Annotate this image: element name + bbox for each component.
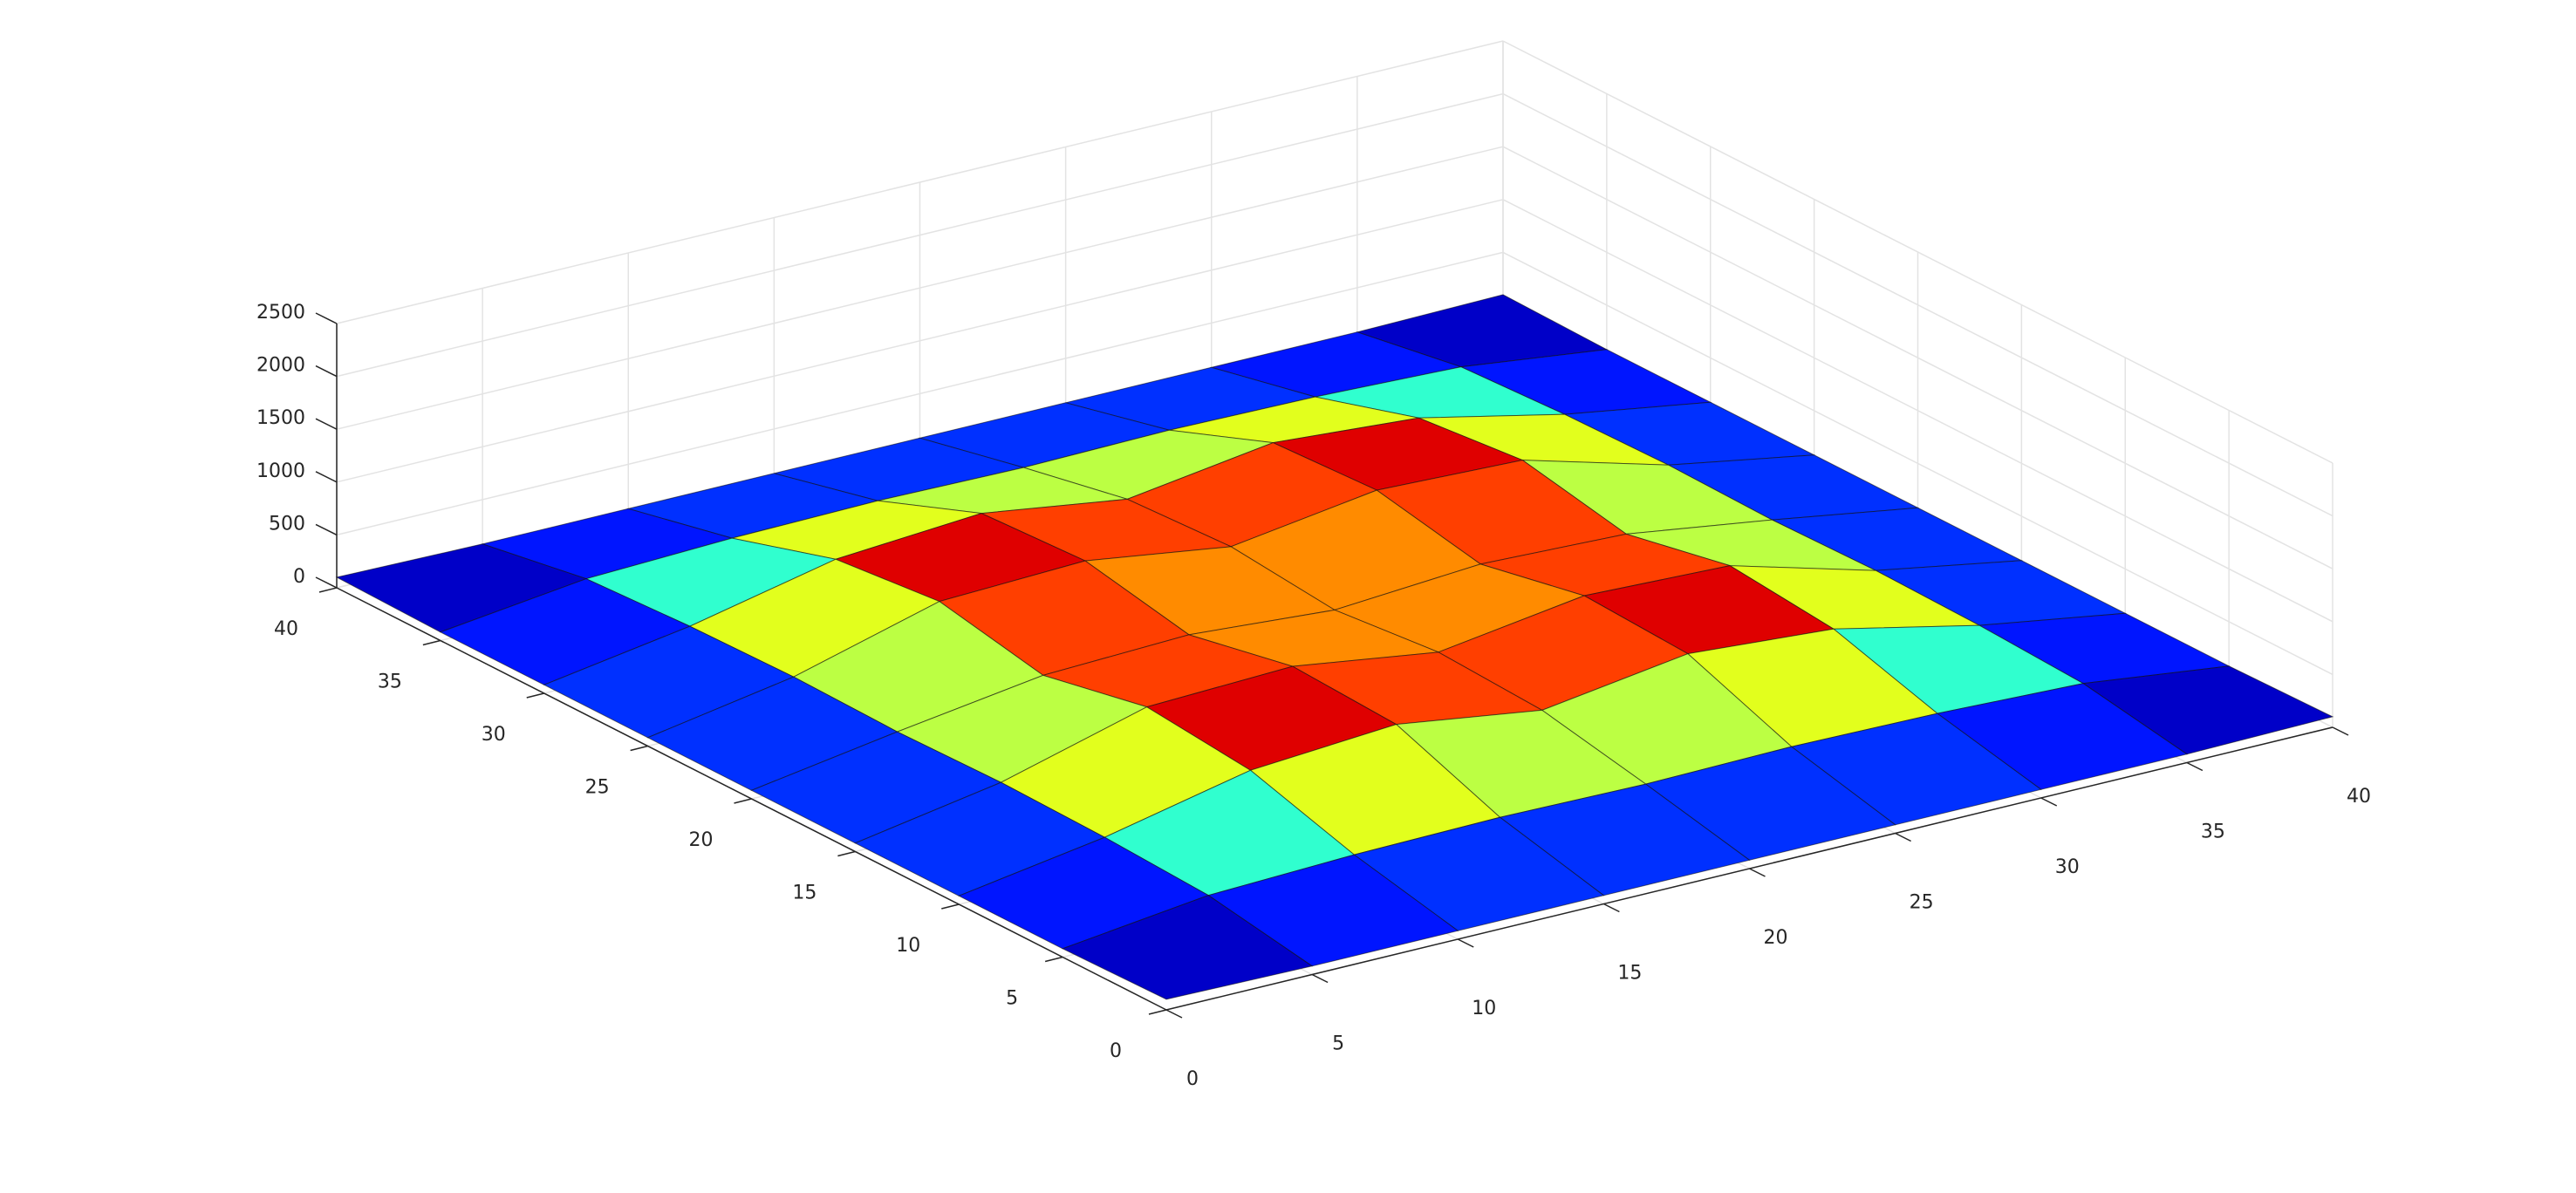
grid-line — [336, 92, 1504, 378]
x-tick-label: 30 — [2055, 856, 2080, 878]
y-tick — [941, 903, 960, 910]
z-tick — [315, 523, 338, 536]
y-tick-label: 15 — [792, 883, 817, 904]
x-tick — [1749, 868, 1766, 877]
y-tick — [526, 692, 544, 699]
grid-line — [1502, 251, 2333, 676]
x-tick — [2040, 797, 2058, 807]
y-tick — [318, 587, 338, 593]
y-tick-label: 35 — [378, 671, 402, 693]
grid-line — [336, 199, 1504, 483]
y-tick-label: 10 — [896, 935, 920, 957]
z-tick — [315, 418, 338, 430]
x-tick-label: 40 — [2347, 786, 2371, 808]
z-tick — [315, 365, 338, 378]
z-tick-label: 2500 — [256, 302, 305, 324]
grid-line — [1502, 40, 2333, 464]
x-tick — [1165, 1009, 1183, 1019]
z-tick-label: 500 — [269, 513, 305, 535]
x-tick — [1895, 832, 1911, 842]
y-tick — [837, 850, 856, 857]
grid-line — [336, 251, 1504, 536]
x-tick — [1311, 973, 1329, 984]
y-tick-label: 5 — [1006, 988, 1018, 1010]
grid-line — [1502, 199, 2333, 623]
z-tick — [315, 576, 338, 589]
x-tick-label: 15 — [1617, 963, 1642, 985]
grid-line — [336, 146, 1504, 430]
y-tick-label: 40 — [274, 618, 298, 640]
z-tick-label: 1000 — [256, 460, 305, 482]
y-tick-label: 30 — [482, 724, 506, 746]
x-tick-label: 35 — [2201, 821, 2225, 843]
grid-line — [1502, 146, 2333, 569]
y-tick — [1148, 1009, 1167, 1015]
x-tick-label: 25 — [1910, 892, 1934, 914]
x-tick-label: 5 — [1332, 1033, 1344, 1055]
x-tick — [2186, 761, 2204, 772]
grid-line — [336, 40, 1504, 324]
grid-line — [1502, 92, 2333, 517]
z-tick — [315, 312, 338, 324]
x-tick — [1457, 938, 1474, 948]
z-tick — [315, 471, 338, 483]
y-tick-label: 25 — [585, 777, 610, 799]
x-tick-label: 0 — [1186, 1068, 1199, 1090]
x-tick — [1603, 903, 1620, 913]
y-tick-label: 0 — [1110, 1040, 1122, 1062]
x-tick-label: 10 — [1472, 998, 1496, 1019]
z-tick-label: 1500 — [256, 407, 305, 429]
x-tick-label: 20 — [1764, 927, 1788, 949]
y-tick-label: 20 — [689, 829, 714, 851]
x-tick — [2332, 726, 2349, 736]
z-tick-label: 0 — [293, 566, 305, 588]
y-tick — [734, 798, 752, 804]
surface-patch — [1061, 895, 1314, 1000]
y-tick — [1044, 956, 1063, 963]
y-tick — [422, 639, 441, 646]
y-tick — [630, 745, 648, 752]
z-tick-label: 2000 — [256, 355, 305, 377]
